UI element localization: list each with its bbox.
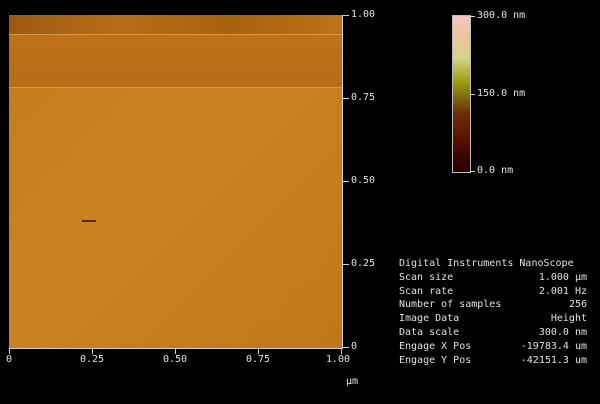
info-label: Image Data	[399, 313, 460, 325]
y-tick-label: 0.75	[351, 92, 376, 103]
y-tick	[342, 347, 349, 348]
surface-defect	[82, 220, 96, 222]
y-tick	[342, 181, 349, 182]
colorbar-tick	[470, 16, 475, 17]
top-dark-band	[9, 15, 342, 34]
y-tick-label: 1.00	[351, 9, 376, 20]
y-tick	[342, 264, 349, 265]
info-row: Scan size 1.000 µm	[399, 271, 587, 285]
x-tick-label: 0.50	[163, 354, 188, 365]
info-row: Engage X Pos -19783.4 um	[399, 340, 587, 354]
x-tick	[258, 348, 259, 354]
info-row: Data scale 300.0 nm	[399, 326, 587, 340]
x-tick	[175, 348, 176, 354]
info-value: 300.0 nm	[538, 326, 587, 338]
info-value: 1.000 µm	[538, 271, 587, 283]
info-label: Scan size	[399, 271, 454, 283]
info-value: -19783.4 um	[520, 340, 587, 352]
colorbar-tick	[470, 94, 475, 95]
info-label: Number of samples	[399, 299, 502, 311]
info-label: Scan rate	[399, 285, 454, 297]
x-tick-label: 0.75	[246, 354, 271, 365]
step-edge-line	[9, 34, 342, 35]
info-value: 256	[568, 299, 587, 311]
info-label: Data scale	[399, 326, 460, 338]
y-tick	[342, 98, 349, 99]
info-value: -42151.3 um	[520, 354, 587, 366]
step-edge-line	[9, 87, 342, 88]
info-label: Engage X Pos	[399, 340, 472, 352]
scan-info-panel: Digital Instruments NanoScope Scan size …	[399, 257, 587, 367]
x-tick-label: 0.25	[80, 354, 105, 365]
x-axis-unit: µm	[346, 376, 359, 387]
instrument-title: Digital Instruments NanoScope	[399, 258, 574, 269]
afm-height-image	[9, 15, 342, 348]
info-value: Height	[550, 313, 587, 325]
y-tick-label: 0.25	[351, 258, 376, 269]
y-tick-label: 0.50	[351, 175, 376, 186]
info-value: 2.001 Hz	[538, 285, 587, 297]
colorbar-max-label: 300.0 nm	[477, 10, 526, 21]
y-tick	[342, 15, 349, 16]
info-row: Scan rate 2.001 Hz	[399, 285, 587, 299]
x-axis-line	[9, 348, 343, 349]
colorbar-mid-label: 150.0 nm	[477, 88, 526, 99]
info-row: Image Data Height	[399, 312, 587, 326]
x-tick	[92, 348, 93, 354]
upper-terrace	[9, 34, 342, 87]
x-tick	[9, 348, 10, 354]
info-row: Number of samples 256	[399, 298, 587, 312]
info-row: Engage Y Pos -42151.3 um	[399, 354, 587, 368]
x-tick-label: 1.00	[326, 354, 351, 365]
colorbar-tick	[470, 171, 475, 172]
y-tick-label: 0	[351, 341, 358, 352]
colorbar-min-label: 0.0 nm	[477, 165, 514, 176]
info-label: Engage Y Pos	[399, 354, 472, 366]
height-color-scale	[452, 15, 471, 173]
x-tick-label: 0	[6, 354, 13, 365]
x-tick	[341, 348, 342, 354]
